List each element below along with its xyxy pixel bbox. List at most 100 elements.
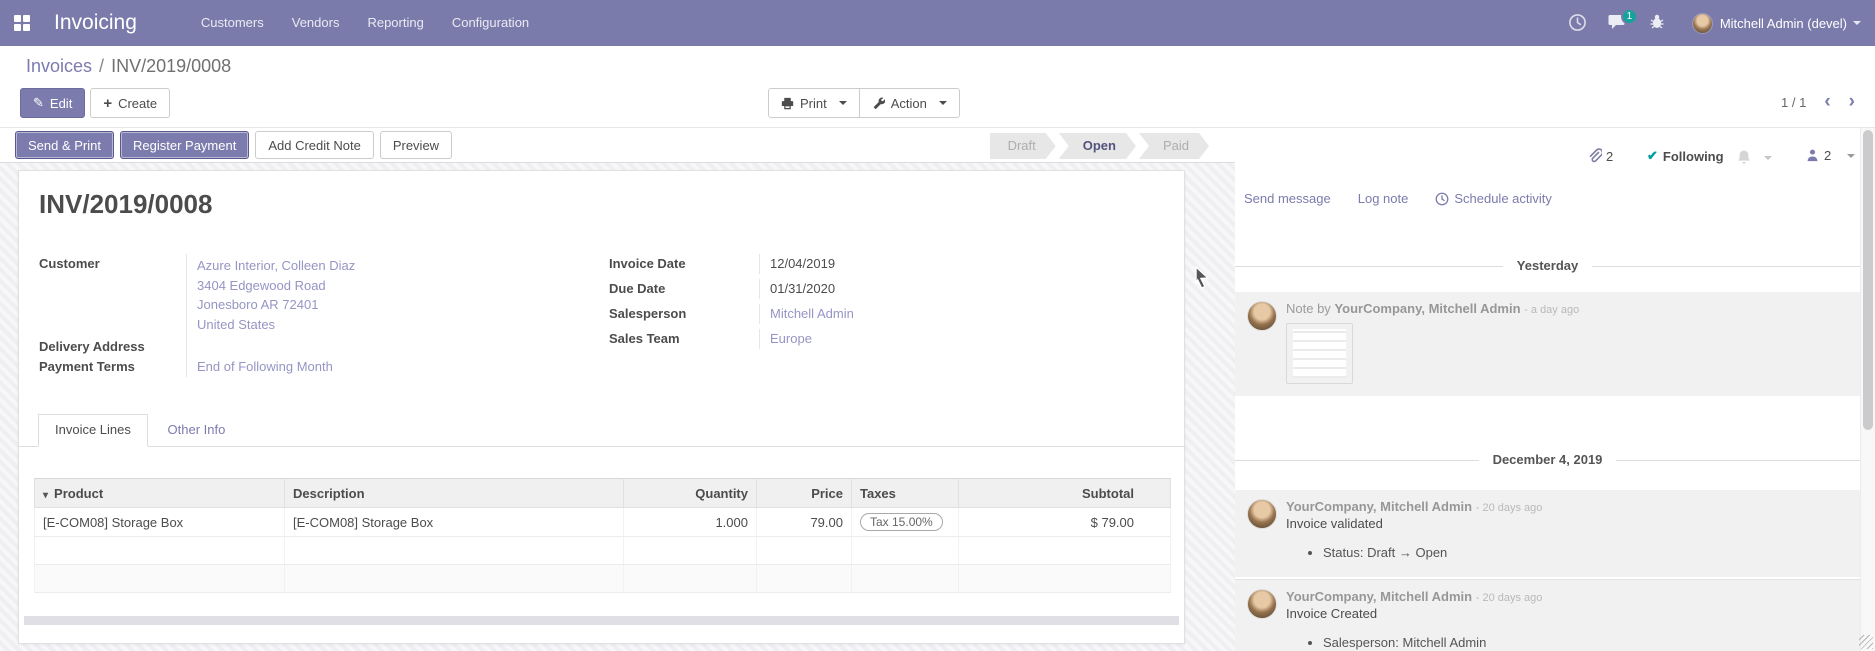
create-button[interactable]: + Create bbox=[90, 88, 171, 118]
chatter-message: YourCompany, Mitchell Admin - 20 days ag… bbox=[1235, 579, 1860, 651]
menu-reporting[interactable]: Reporting bbox=[367, 15, 424, 30]
following-button[interactable]: ✔ Following bbox=[1647, 148, 1724, 164]
pager-next-icon[interactable]: › bbox=[1848, 91, 1855, 112]
printer-icon bbox=[781, 97, 794, 110]
notebook-tabs: Invoice Lines Other Info bbox=[19, 414, 1184, 447]
invoice-number-title: INV/2019/0008 bbox=[39, 189, 213, 219]
add-credit-note-button[interactable]: Add Credit Note bbox=[255, 131, 374, 159]
message-author[interactable]: YourCompany, Mitchell Admin bbox=[1334, 301, 1521, 316]
table-header-row: ▾ Product Description Quantity Price Taxe… bbox=[34, 478, 1171, 508]
cell-description[interactable]: [E-COM08] Storage Box bbox=[284, 507, 624, 537]
schedule-clock-icon bbox=[1435, 192, 1449, 206]
apps-menu-icon[interactable] bbox=[14, 15, 30, 31]
table-row[interactable]: [E-COM08] Storage Box [E-COM08] Storage … bbox=[34, 507, 1171, 537]
tracking-value: Salesperson: Mitchell Admin bbox=[1323, 635, 1848, 650]
salesperson-link[interactable]: Mitchell Admin bbox=[770, 306, 854, 321]
tracking-value: Status: Draft → Open bbox=[1323, 545, 1848, 560]
customer-country-link[interactable]: United States bbox=[197, 316, 276, 332]
col-taxes[interactable]: Taxes bbox=[851, 478, 959, 508]
wrench-icon bbox=[872, 97, 885, 110]
messages-icon[interactable]: 1 bbox=[1608, 8, 1638, 33]
col-price[interactable]: Price bbox=[756, 478, 852, 508]
sales-team-label: Sales Team bbox=[609, 331, 680, 346]
col-quantity[interactable]: Quantity bbox=[623, 478, 757, 508]
send-message-link[interactable]: Send message bbox=[1244, 191, 1331, 206]
cell-product[interactable]: [E-COM08] Storage Box bbox=[34, 507, 285, 537]
cell-taxes[interactable]: Tax 15.00% bbox=[851, 507, 959, 537]
statusbar: Send & Print Register Payment Add Credit… bbox=[0, 128, 1235, 163]
payment-terms-link[interactable]: End of Following Month bbox=[197, 359, 333, 374]
horizontal-scrollbar[interactable] bbox=[24, 616, 1179, 625]
cell-subtotal[interactable]: $ 79.00 bbox=[958, 507, 1171, 537]
customer-name-link[interactable]: Azure Interior, Colleen Diaz bbox=[197, 258, 356, 273]
avatar[interactable] bbox=[1247, 589, 1277, 619]
pager-value: 1 / 1 bbox=[1781, 94, 1807, 110]
invoice-sheet: INV/2019/0008 Customer Azure Interior, C… bbox=[18, 170, 1185, 644]
subscription-bell-button[interactable] bbox=[1736, 149, 1772, 166]
cell-price[interactable]: 79.00 bbox=[756, 507, 852, 537]
message-author[interactable]: YourCompany, Mitchell Admin bbox=[1286, 589, 1473, 604]
attachments-button[interactable]: 2 bbox=[1587, 148, 1613, 165]
breadcrumb: Invoices / INV/2019/0008 bbox=[26, 56, 231, 77]
schedule-activity-link[interactable]: Schedule activity bbox=[1435, 191, 1552, 206]
pager-previous-icon[interactable]: ‹ bbox=[1824, 91, 1831, 112]
register-payment-button[interactable]: Register Payment bbox=[120, 131, 250, 159]
send-print-button[interactable]: Send & Print bbox=[15, 131, 114, 159]
control-panel: Invoices / INV/2019/0008 ✎ Edit + Create P… bbox=[0, 46, 1875, 128]
sales-team-link[interactable]: Europe bbox=[770, 331, 812, 346]
date-divider: December 4, 2019 bbox=[1235, 452, 1860, 468]
avatar[interactable] bbox=[1247, 499, 1277, 529]
col-subtotal[interactable]: Subtotal bbox=[958, 478, 1171, 508]
preview-button[interactable]: Preview bbox=[379, 131, 453, 159]
col-description[interactable]: Description bbox=[284, 478, 624, 508]
status-paid[interactable]: Paid bbox=[1139, 133, 1209, 159]
breadcrumb-separator: / bbox=[99, 56, 105, 76]
person-icon bbox=[1805, 148, 1820, 163]
avatar[interactable] bbox=[1247, 301, 1277, 331]
status-pipeline: Draft Open Paid bbox=[987, 133, 1209, 159]
invoice-date-label: Invoice Date bbox=[609, 256, 686, 271]
customer-street-link[interactable]: 3404 Edgewood Road bbox=[197, 277, 326, 293]
tab-other-info[interactable]: Other Info bbox=[167, 422, 226, 437]
edit-button[interactable]: ✎ Edit bbox=[20, 88, 86, 118]
action-button[interactable]: Action bbox=[858, 88, 960, 118]
app-title[interactable]: Invoicing bbox=[54, 11, 137, 34]
status-open[interactable]: Open bbox=[1059, 133, 1136, 159]
empty-row bbox=[34, 564, 1171, 593]
following-label: Following bbox=[1662, 148, 1724, 164]
scrollbar-thumb[interactable] bbox=[1863, 130, 1873, 430]
status-draft[interactable]: Draft bbox=[990, 133, 1056, 159]
user-menu-caret-icon bbox=[1853, 21, 1861, 25]
cell-quantity[interactable]: 1.000 bbox=[623, 507, 757, 537]
resize-handle-icon[interactable] bbox=[1859, 635, 1873, 649]
log-note-link[interactable]: Log note bbox=[1357, 191, 1409, 206]
message-timestamp: - 20 days ago bbox=[1475, 502, 1543, 514]
due-date-label: Due Date bbox=[609, 281, 666, 296]
attachment-thumbnail[interactable] bbox=[1286, 323, 1353, 384]
empty-row bbox=[34, 536, 1171, 565]
chatter-actions: Send message Log note Schedule activity bbox=[1244, 191, 1552, 206]
chatter-panel: 2 ✔ Following 2 Send message Log note Sc… bbox=[1235, 128, 1875, 651]
col-product[interactable]: ▾ Product bbox=[34, 478, 285, 508]
message-body: Invoice Created bbox=[1286, 606, 1378, 621]
activities-clock-icon[interactable] bbox=[1568, 13, 1588, 33]
customer-city-link[interactable]: Jonesboro AR 72401 bbox=[197, 297, 319, 312]
debug-bug-icon[interactable] bbox=[1648, 13, 1668, 33]
user-menu[interactable]: Mitchell Admin (devel) bbox=[1719, 15, 1847, 31]
vertical-scrollbar[interactable] bbox=[1860, 128, 1875, 651]
user-avatar[interactable] bbox=[1691, 12, 1713, 34]
bell-icon bbox=[1736, 149, 1752, 166]
menu-configuration[interactable]: Configuration bbox=[451, 15, 530, 30]
pencil-icon: ✎ bbox=[33, 95, 44, 110]
breadcrumb-current: INV/2019/0008 bbox=[111, 56, 232, 76]
message-author[interactable]: YourCompany, Mitchell Admin bbox=[1286, 499, 1473, 514]
messages-badge: 1 bbox=[1620, 8, 1638, 25]
followers-button[interactable]: 2 bbox=[1805, 148, 1856, 163]
breadcrumb-invoices-link[interactable]: Invoices bbox=[26, 56, 93, 76]
menu-vendors[interactable]: Vendors bbox=[291, 15, 340, 30]
print-button[interactable]: Print bbox=[768, 88, 860, 118]
menu-customers[interactable]: Customers bbox=[200, 15, 264, 30]
action-caret-icon bbox=[938, 101, 947, 105]
tab-invoice-lines[interactable]: Invoice Lines bbox=[38, 414, 148, 447]
form-view: Send & Print Register Payment Add Credit… bbox=[0, 128, 1235, 651]
